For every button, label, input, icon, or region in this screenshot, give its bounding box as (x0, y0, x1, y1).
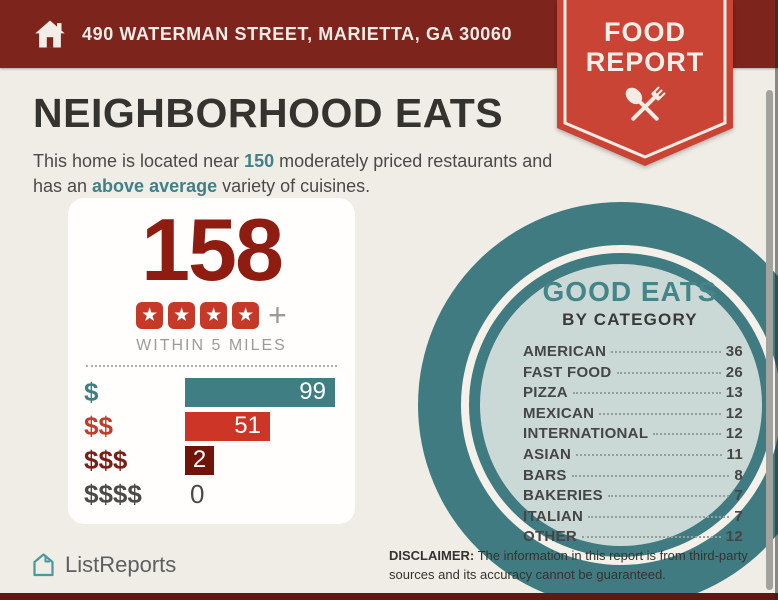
bar-dollar-dollar-dollar: 2 (185, 445, 214, 475)
home-icon (35, 20, 65, 48)
dot-leader (588, 515, 730, 518)
category-label: PIZZA (523, 384, 568, 402)
sentence-middle: moderately priced restaurants and has an (33, 151, 553, 197)
category-row: ASIAN 11 (523, 446, 743, 467)
category-value: 8 (734, 466, 743, 484)
category-value: 7 (734, 487, 743, 505)
category-label: FAST FOOD (523, 363, 612, 381)
good-eats-subtitle: BY CATEGORY (562, 310, 698, 329)
good-eats-circle (480, 264, 762, 546)
dot-leader (616, 371, 721, 374)
page-title: NEIGHBORHOOD EATS (33, 90, 504, 136)
listreports-logo: ListReports (30, 551, 176, 578)
restaurant-count-highlight: 150 (244, 151, 275, 171)
dot-leader (582, 536, 721, 539)
crossed-spoon-fork-icon (625, 86, 666, 121)
category-row: INTERNATIONAL 12 (523, 425, 743, 446)
category-row: ITALIAN 7 (523, 508, 743, 529)
category-value: 13 (725, 384, 743, 402)
listreports-house-icon (33, 553, 54, 577)
star-icon: ★ (232, 302, 260, 329)
category-label: BARS (523, 466, 567, 484)
category-row: OTHER 12 (523, 528, 743, 549)
price-tier-label: $$$$ (84, 478, 142, 509)
bar-value-zero: 0 (190, 478, 205, 509)
good-eats-section: GOOD EATS BY CATEGORY AMERICAN 36 FAST FO… (495, 276, 765, 549)
category-row: FAST FOOD 26 (523, 364, 743, 385)
disclaimer: DISCLAIMER: The information in this repo… (389, 547, 761, 585)
summary-card: 158 ★ ★ ★ ★ + WITHIN 5 MILES $ 99 $$ 51 … (68, 198, 355, 524)
bar-value: 51 (234, 412, 261, 439)
badge-line2: REPORT (585, 47, 705, 78)
dashed-divider (86, 365, 337, 367)
category-value: 7 (734, 507, 743, 525)
intro-sentence: This home is located near 150 moderately… (33, 149, 578, 199)
category-list: AMERICAN 36 FAST FOOD 26 PIZZA 13 MEXICAN 12… (495, 343, 765, 549)
star-icon: ★ (136, 302, 164, 329)
category-label: ITALIAN (523, 507, 584, 525)
category-value: 11 (726, 445, 743, 463)
chart-row: $$ 51 (84, 409, 339, 443)
radius-caption: WITHIN 5 MILES (136, 337, 287, 354)
dot-leader (576, 453, 722, 456)
ribbon-shape (557, 0, 733, 166)
category-label: MEXICAN (523, 404, 595, 422)
chart-row: $$$$ 0 (84, 477, 339, 511)
bar-dollar: 99 (185, 377, 335, 407)
chart-row: $$$ 2 (84, 443, 339, 477)
badge-title: FOOD REPORT (557, 17, 733, 77)
category-value: 12 (725, 404, 743, 422)
star-rating: ★ ★ ★ ★ + (68, 296, 355, 333)
category-label: BAKERIES (523, 487, 603, 505)
category-label: OTHER (523, 528, 577, 546)
disclaimer-text: The information in this report is from t… (389, 548, 748, 582)
dot-leader (572, 392, 721, 395)
price-tier-label: $$ (84, 410, 113, 441)
category-row: BARS 8 (523, 467, 743, 488)
bar-value: 99 (299, 378, 326, 405)
property-address: 490 WATERMAN STREET, MARIETTA, GA 30060 (82, 23, 513, 44)
price-tier-label: $$$ (84, 444, 128, 475)
brand-name: ListReports (65, 551, 177, 577)
category-value: 12 (725, 528, 743, 546)
category-row: MEXICAN 12 (523, 405, 743, 426)
category-value: 12 (725, 425, 743, 443)
category-row: AMERICAN 36 (523, 343, 743, 364)
category-label: ASIAN (523, 445, 572, 463)
restaurant-total: 158 (141, 200, 284, 299)
dot-leader (611, 351, 721, 353)
price-tier-label: $ (84, 376, 99, 407)
dot-leader (571, 474, 730, 477)
category-label: AMERICAN (523, 343, 607, 360)
good-eats-title: GOOD EATS (542, 276, 718, 307)
food-report-badge: FOOD REPORT (557, 0, 733, 168)
intro-section: NEIGHBORHOOD EATS This home is located n… (33, 90, 578, 199)
chart-row: $ 99 (84, 375, 339, 409)
scrollbar-thumb[interactable] (766, 90, 773, 590)
category-value: 26 (725, 363, 743, 381)
dot-leader (653, 433, 721, 436)
disclaimer-label: DISCLAIMER: (389, 548, 475, 563)
badge-line1: FOOD (604, 17, 686, 47)
category-row: PIZZA 13 (523, 384, 743, 405)
dot-leader (599, 412, 721, 415)
dot-leader (607, 495, 730, 498)
bar-value: 2 (192, 446, 207, 473)
star-icon: ★ (200, 302, 228, 329)
category-row: BAKERIES 7 (523, 487, 743, 508)
window-right-edge (775, 0, 778, 600)
sentence-suffix: variety of cuisines. (217, 176, 371, 197)
category-label: INTERNATIONAL (523, 425, 649, 443)
sentence-prefix: This home is located near (33, 151, 245, 171)
bar-dollar-dollar: 51 (185, 411, 270, 441)
variety-highlight: above average (92, 176, 218, 197)
plus-icon: + (268, 296, 287, 333)
bottom-maroon-bar (0, 593, 778, 600)
category-value: 36 (725, 343, 743, 360)
price-tier-bar-chart: $ 99 $$ 51 $$$ 2 $$$$ 0 (68, 375, 355, 511)
star-icon: ★ (168, 302, 196, 329)
